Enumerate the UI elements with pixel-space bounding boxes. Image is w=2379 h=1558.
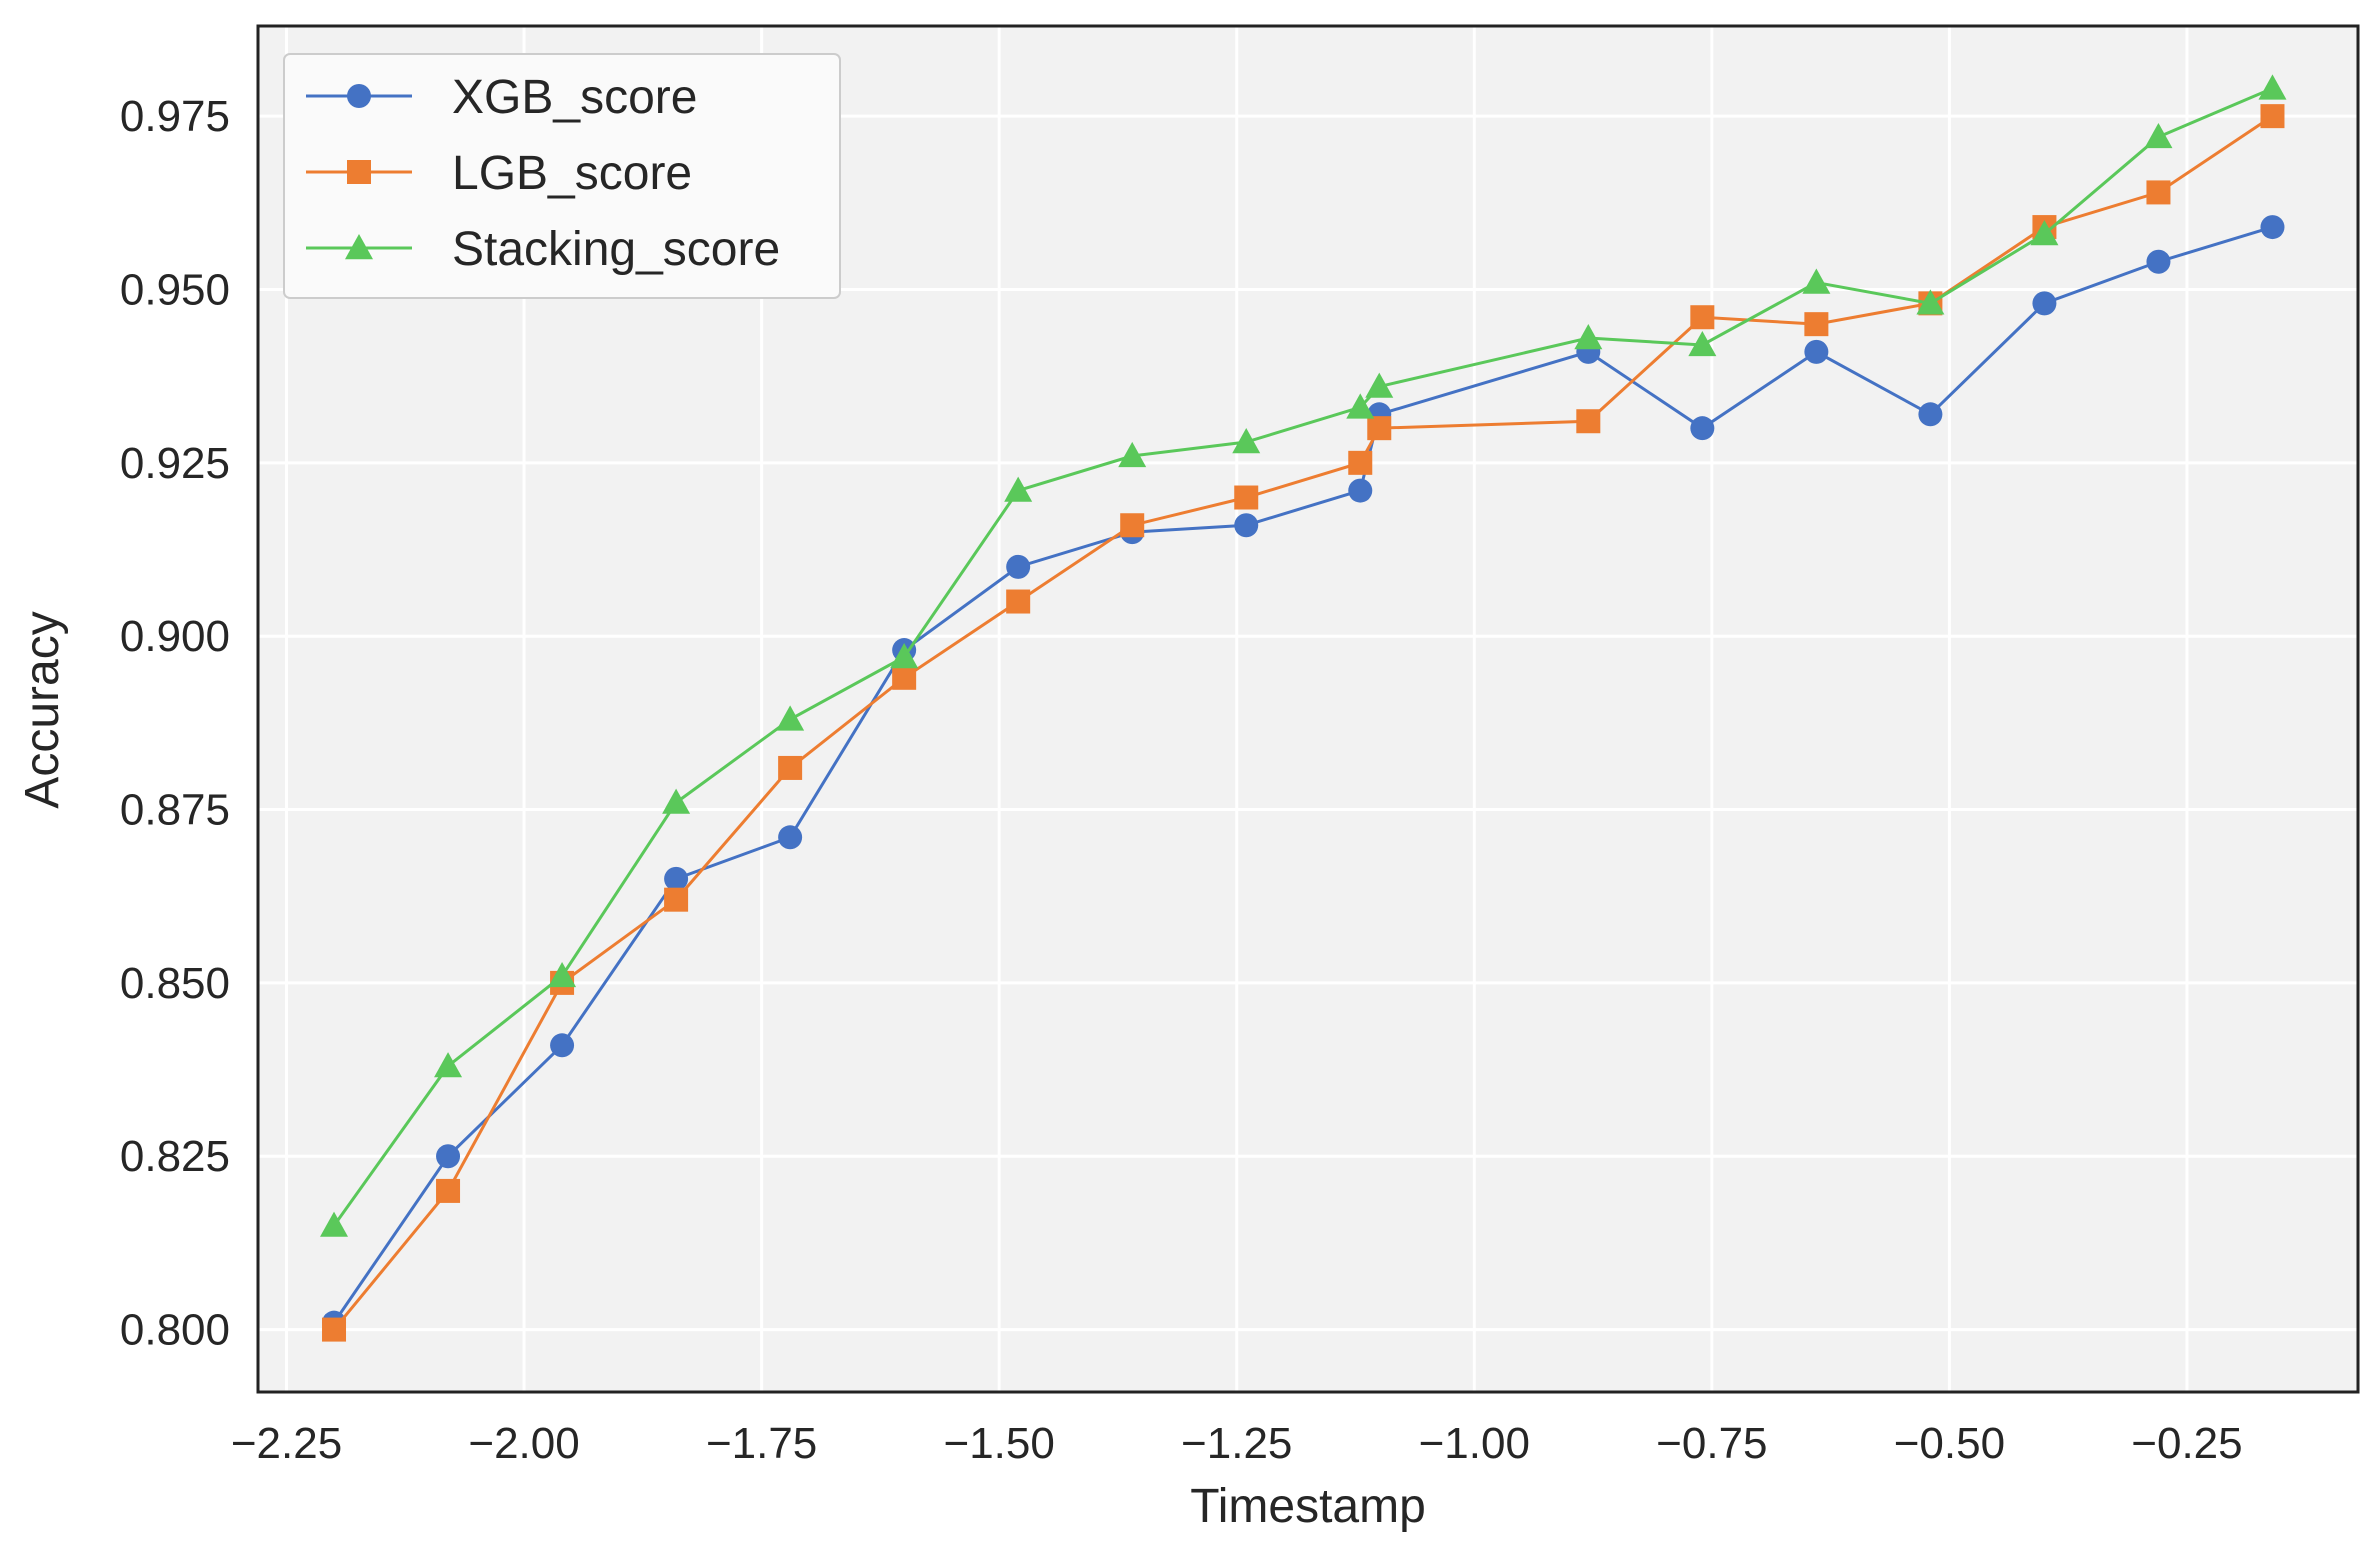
data-point-stacking-score <box>1346 393 1375 419</box>
data-point-stacking-score <box>776 705 805 731</box>
data-point-xgb-score <box>2260 215 2285 240</box>
legend: XGB_score LGB_score Stacking_score <box>283 53 841 299</box>
y-tick-label: 0.975 <box>120 92 230 141</box>
data-point-stacking-score <box>2030 220 2059 246</box>
x-axis-title: Timestamp <box>1190 1480 1426 1533</box>
x-tick-label: −0.50 <box>1894 1419 2005 1468</box>
data-point-lgb-score <box>1367 416 1392 441</box>
legend-label-lgb-score: LGB_score <box>452 147 692 200</box>
data-point-lgb-score <box>1804 312 1829 337</box>
y-tick-label: 0.950 <box>120 265 230 314</box>
data-point-lgb-score <box>2146 180 2171 205</box>
data-point-xgb-score <box>1690 416 1715 441</box>
x-axis: −2.25 −2.00 −1.75 −1.50 −1.25 −1.00 −0.75 −0.50… <box>231 1419 2243 1468</box>
data-point-stacking-score <box>1365 372 1394 398</box>
data-point-lgb-score <box>1348 450 1373 475</box>
plot-frame <box>256 24 2360 1394</box>
data-point-lgb-score <box>1006 589 1031 614</box>
x-tick-label: −1.50 <box>944 1419 1055 1468</box>
y-axis-title: Accuracy <box>16 611 69 808</box>
data-point-xgb-score <box>778 825 803 850</box>
data-point-lgb-score <box>1120 513 1145 538</box>
data-point-xgb-score <box>2032 291 2057 316</box>
data-point-stacking-score <box>890 642 919 669</box>
data-point-stacking-score <box>1118 441 1147 468</box>
data-point-lgb-score <box>664 887 689 912</box>
data-point-stacking-score <box>2258 74 2287 100</box>
legend-marker-stacking-score <box>345 234 373 260</box>
data-point-xgb-score <box>1804 339 1829 364</box>
data-point-stacking-score <box>1688 330 1717 357</box>
legend-label-stacking-score: Stacking_score <box>452 223 780 276</box>
data-point-stacking-score <box>2144 122 2173 149</box>
x-tick-label: −2.25 <box>231 1419 342 1468</box>
data-point-lgb-score <box>778 755 803 780</box>
y-tick-label: 0.800 <box>120 1306 230 1355</box>
x-tick-label: −1.25 <box>1181 1419 1292 1468</box>
x-tick-label: −2.00 <box>468 1419 579 1468</box>
data-point-xgb-score <box>2146 249 2171 274</box>
series-stacking-score <box>320 74 2287 1237</box>
x-tick-label: −0.25 <box>2131 1419 2242 1468</box>
legend-label-xgb-score: XGB_score <box>452 71 697 124</box>
y-axis: 0.800 0.825 0.850 0.875 0.900 0.925 0.950 0.975 <box>120 92 230 1354</box>
y-tick-label: 0.825 <box>120 1132 230 1181</box>
series-line-xgb-score <box>332 225 2273 1324</box>
y-tick-label: 0.900 <box>120 612 230 661</box>
y-tick-label: 0.850 <box>120 959 230 1008</box>
data-point-stacking-score <box>1232 428 1261 454</box>
legend-box <box>283 53 841 299</box>
data-point-stacking-score <box>1004 476 1033 502</box>
y-tick-label: 0.875 <box>120 786 230 835</box>
legend-marker-xgb-score <box>347 84 371 108</box>
data-point-xgb-score <box>1348 478 1373 503</box>
data-point-stacking-score <box>662 788 691 814</box>
x-tick-label: −1.75 <box>706 1419 817 1468</box>
data-point-lgb-score <box>1690 305 1715 330</box>
y-tick-label: 0.925 <box>120 439 230 488</box>
data-point-lgb-score <box>436 1178 461 1203</box>
data-point-stacking-score <box>1802 268 1831 294</box>
data-point-lgb-score <box>322 1317 347 1342</box>
data-point-lgb-score <box>1234 485 1259 510</box>
data-point-stacking-score <box>548 961 577 988</box>
series-line-stacking-score <box>332 87 2274 1227</box>
data-point-stacking-score <box>1574 324 1603 350</box>
data-point-stacking-score <box>320 1211 349 1237</box>
data-point-xgb-score <box>436 1144 461 1169</box>
data-point-lgb-score <box>2260 104 2285 129</box>
data-point-stacking-score <box>1916 289 1945 315</box>
data-point-xgb-score <box>1006 554 1031 579</box>
data-point-xgb-score <box>550 1033 575 1058</box>
x-tick-label: −1.00 <box>1419 1419 1530 1468</box>
data-point-stacking-score <box>434 1052 463 1078</box>
data-point-lgb-score <box>892 665 917 690</box>
data-point-xgb-score <box>1918 402 1943 427</box>
x-tick-label: −0.75 <box>1656 1419 1767 1468</box>
series-layer <box>320 74 2287 1342</box>
data-point-xgb-score <box>1234 513 1259 538</box>
legend-marker-lgb-score <box>347 160 371 184</box>
data-point-xgb-score <box>664 866 689 891</box>
data-point-lgb-score <box>1576 409 1601 434</box>
